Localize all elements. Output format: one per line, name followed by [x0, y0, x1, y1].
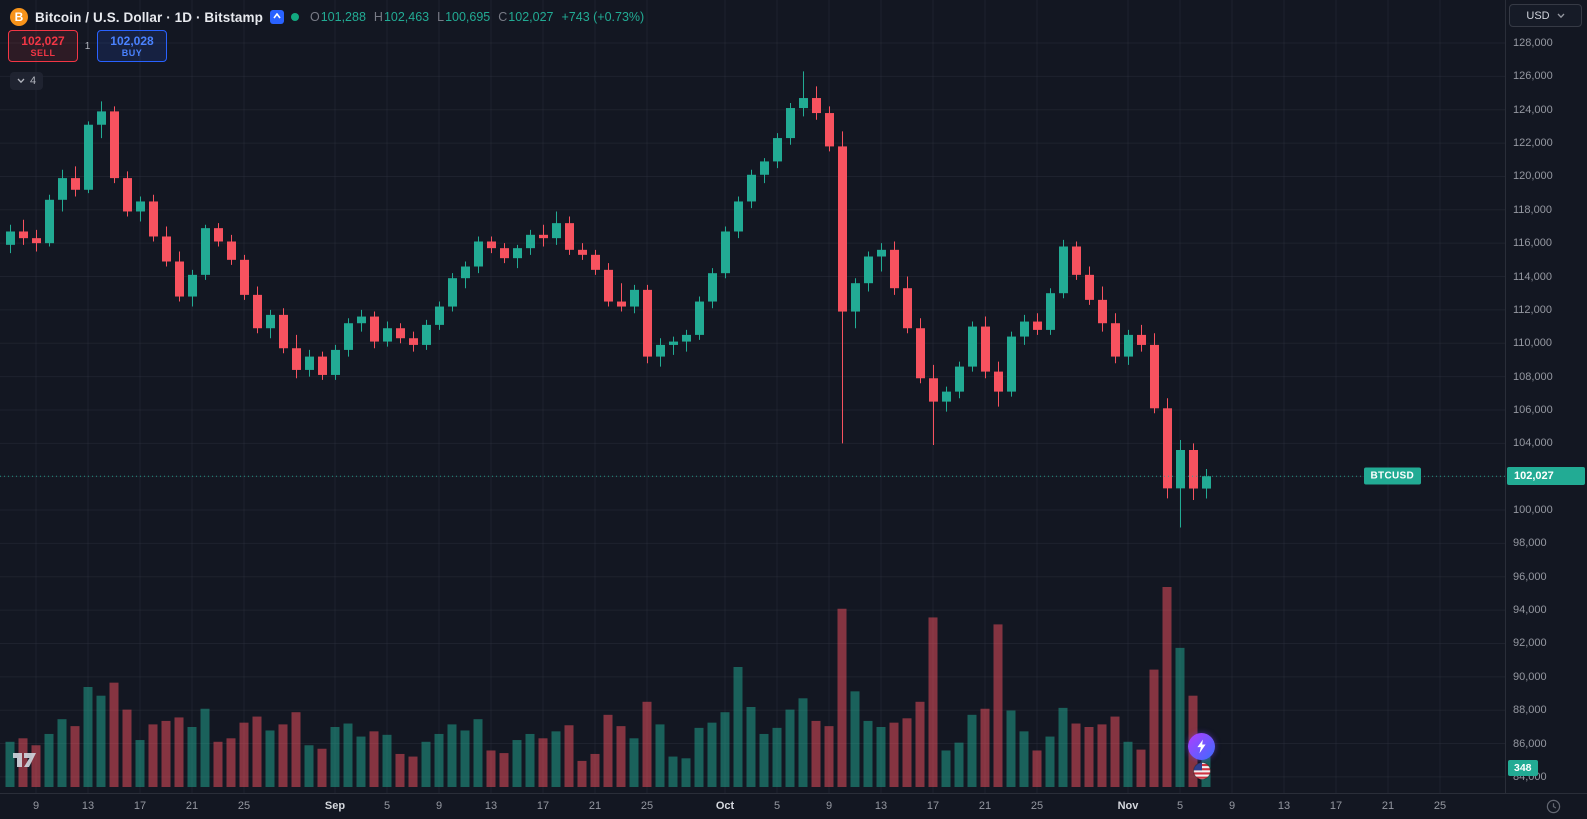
price-axis-label: 86,000: [1513, 737, 1547, 750]
trade-panel: 102,027 SELL 1 102,028 BUY: [8, 30, 167, 62]
price-axis-label: 96,000: [1513, 570, 1547, 583]
price-change: +743 (+0.73%): [561, 10, 645, 24]
time-axis-label: 9: [435, 800, 443, 812]
bitcoin-icon: B: [10, 8, 28, 26]
indicators-collapse-chip[interactable]: 4: [10, 72, 44, 90]
time-axis-label: 5: [773, 800, 781, 812]
time-axis-label: 25: [1433, 800, 1447, 812]
time-axis-label: 25: [640, 800, 654, 812]
price-axis-label: 100,000: [1513, 504, 1553, 517]
time-axis-label: 5: [1176, 800, 1184, 812]
exchange-logo-icon: [269, 10, 284, 24]
time-axis-label: 25: [1030, 800, 1044, 812]
ohlc-open: O101,288: [309, 10, 366, 24]
price-axis[interactable]: USD 102,027 348 128,000 126,000 124,000 122…: [1505, 0, 1587, 793]
time-axis-label: 13: [81, 800, 95, 812]
us-flag-event-icon[interactable]: [1193, 762, 1211, 780]
time-axis-label: 9: [825, 800, 833, 812]
time-axis-label: 17: [536, 800, 550, 812]
price-axis-label: 108,000: [1513, 370, 1553, 383]
lightning-bolt-icon: [1197, 739, 1206, 754]
last-price-label: 102,027: [1507, 467, 1585, 486]
time-axis-label: 13: [484, 800, 498, 812]
buy-button[interactable]: 102,028 BUY: [97, 30, 167, 62]
ohlc-values: O101,288 H102,463 L100,695 C102,027 +743…: [310, 10, 644, 24]
price-axis-label: 128,000: [1513, 37, 1553, 49]
symbol-legend: B Bitcoin / U.S. Dollar · 1D · Bitstamp …: [10, 7, 644, 27]
time-axis-label: 13: [1277, 800, 1291, 812]
time-axis-label: 9: [1228, 800, 1236, 812]
time-axis-label: 21: [588, 800, 602, 812]
currency-dropdown[interactable]: USD: [1509, 4, 1582, 27]
price-axis-label: 112,000: [1513, 303, 1552, 316]
price-axis-label: 104,000: [1513, 437, 1553, 450]
chevron-down-icon: [1557, 13, 1565, 18]
time-axis-label: 17: [133, 800, 147, 812]
volume-layer: [5, 587, 1211, 787]
bitcoin-glyph: B: [14, 10, 24, 24]
tradingview-logo[interactable]: [10, 748, 44, 777]
price-axis-label: 88,000: [1513, 704, 1547, 717]
time-axis-label: 5: [383, 800, 391, 812]
price-axis-label: 114,000: [1513, 270, 1552, 283]
grid-layer: [0, 0, 1505, 793]
chart-pane: B Bitcoin / U.S. Dollar · 1D · Bitstamp …: [0, 0, 1505, 793]
buy-price: 102,028: [110, 33, 154, 48]
spread-value: 1: [84, 40, 91, 52]
volume-value-label: 348: [1508, 760, 1538, 776]
time-axis[interactable]: 9 13 17 21 25 Sep 5 9 13 17 21 25 Oct 5 9 13 17 21 25 Nov 5 9…: [0, 793, 1587, 819]
time-axis-label: Sep: [324, 800, 346, 812]
ohlc-high: H102,463: [373, 10, 430, 24]
time-axis-label: 21: [1381, 800, 1395, 812]
price-axis-label: 110,000: [1513, 337, 1552, 350]
candles-layer: [6, 71, 1211, 528]
time-axis-label: 21: [978, 800, 992, 812]
symbol-title[interactable]: Bitcoin / U.S. Dollar · 1D · Bitstamp: [35, 9, 263, 25]
price-axis-label: 118,000: [1513, 203, 1552, 216]
time-axis-label: Oct: [715, 800, 735, 812]
time-axis-label: 17: [926, 800, 940, 812]
price-axis-label: 106,000: [1513, 403, 1553, 416]
buy-label: BUY: [121, 47, 143, 58]
promo-boost-icon[interactable]: [1188, 733, 1215, 760]
sell-label: SELL: [30, 47, 56, 58]
time-axis-label: Nov: [1117, 800, 1139, 812]
price-axis-label: 124,000: [1513, 103, 1553, 116]
price-axis-label: 120,000: [1513, 170, 1553, 183]
time-axis-label: 17: [1329, 800, 1343, 812]
price-axis-label: 126,000: [1513, 70, 1553, 83]
price-axis-label: 116,000: [1513, 237, 1552, 250]
time-axis-label: 21: [185, 800, 199, 812]
time-axis-label: 9: [32, 800, 40, 812]
indicators-count: 4: [30, 75, 37, 87]
time-axis-label: 25: [237, 800, 251, 812]
chevron-down-icon: [17, 78, 25, 84]
price-axis-label: 90,000: [1513, 670, 1547, 683]
price-axis-label: 92,000: [1513, 637, 1547, 650]
ohlc-close: C102,027: [498, 10, 554, 24]
sell-button[interactable]: 102,027 SELL: [8, 30, 78, 62]
time-settings-icon[interactable]: [1546, 799, 1561, 819]
time-axis-label: 13: [874, 800, 888, 812]
currency-value: USD: [1526, 9, 1550, 22]
symbol-price-tag: BTCUSD: [1363, 467, 1421, 485]
price-axis-label: 98,000: [1513, 537, 1547, 550]
chart-canvas[interactable]: [0, 0, 1505, 793]
price-axis-label: 94,000: [1513, 604, 1547, 617]
price-axis-label: 122,000: [1513, 137, 1553, 150]
ohlc-low: L100,695: [437, 10, 491, 24]
sell-price: 102,027: [21, 33, 65, 48]
market-open-dot: [290, 13, 299, 21]
